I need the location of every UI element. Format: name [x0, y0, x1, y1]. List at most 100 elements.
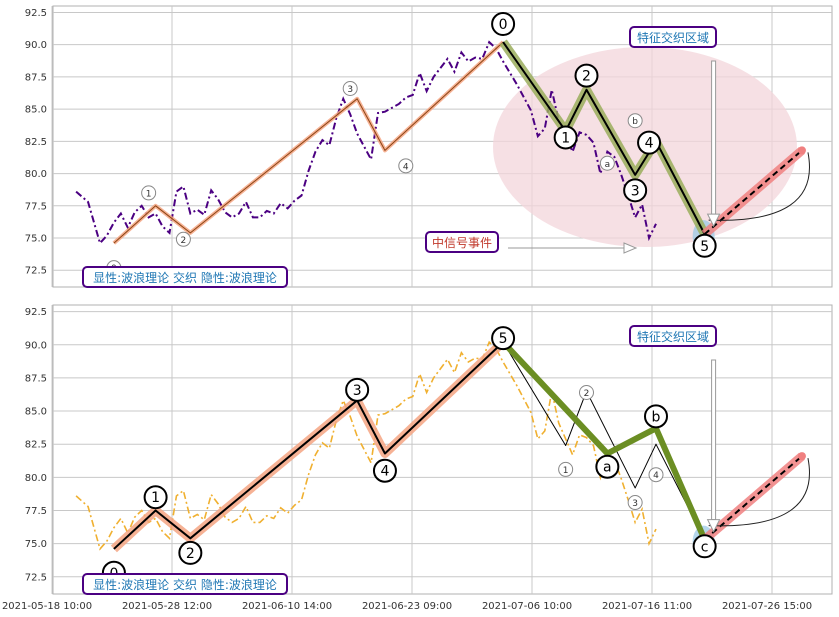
down-arrow-shaft [711, 359, 717, 521]
wave-label-small-circle [558, 461, 574, 477]
wave-line [502, 41, 706, 235]
wave-label-small-circle [599, 155, 615, 171]
wave-label-large-circle [637, 130, 662, 155]
y-tick-label: 85.0 [25, 407, 47, 418]
projection-endpoint [797, 146, 806, 155]
y-tick-label: 80.0 [25, 473, 47, 484]
wave-label-small-circle [342, 80, 358, 96]
wave-label-large: 5 [700, 239, 709, 255]
y-tick-label: 80.0 [25, 169, 47, 180]
wave-label-small: 1 [563, 466, 569, 476]
y-tick-label: 82.5 [25, 440, 47, 451]
wave-label-large: 4 [645, 136, 654, 152]
wave-label-large-circle [623, 178, 648, 203]
y-tick-label: 85.0 [25, 105, 47, 116]
wave-legend-label: 显性:波浪理论 交织 隐性:波浪理论 [93, 577, 277, 592]
down-arrow-shaft [711, 60, 717, 215]
price-series-line [75, 340, 657, 551]
wave-line [500, 340, 708, 541]
wave-legend-label: 显性:波浪理论 交织 隐性:波浪理论 [93, 270, 277, 285]
wave-label-large-circle [491, 12, 516, 37]
down-arrow-head [706, 213, 721, 228]
wave-label-small-circle [579, 384, 594, 400]
wave-label-large: 4 [380, 464, 389, 480]
wave-label-large-circle [595, 454, 620, 479]
wave-label-large-circle [372, 458, 397, 483]
wave-label-large: 2 [186, 546, 195, 562]
feature-zone-label: 特征交织区域 [637, 30, 709, 45]
wave-label-large: 3 [631, 183, 640, 199]
y-tick-label: 77.5 [25, 201, 47, 212]
wave-label-small: 3 [347, 85, 353, 95]
y-tick-label: 72.5 [25, 266, 47, 277]
y-tick-label: 90.0 [25, 40, 47, 51]
x-tick-label: 2021-05-28 12:00 [122, 601, 212, 612]
x-tick-label: 2021-06-23 09:00 [362, 601, 452, 612]
wave-legend-label-frame [82, 573, 288, 595]
wave-label-small-circle [175, 231, 191, 247]
wave-label-large-circle [692, 233, 717, 258]
y-tick-label: 92.5 [25, 307, 47, 318]
wave-label-small-circle [398, 158, 414, 174]
feature-zone-label-frame [629, 26, 717, 48]
wave-label-small: b [632, 117, 638, 127]
y-tick-label: 72.5 [25, 572, 47, 583]
event-label: 中信号事件 [432, 235, 492, 250]
event-label-frame [425, 231, 499, 253]
wave-label-large: 1 [561, 130, 570, 146]
y-tick-label: 75.0 [25, 539, 47, 550]
feature-zone-label-frame [629, 325, 717, 347]
wave-legend-label-frame [82, 266, 288, 288]
wave-label-large-circle [345, 377, 370, 402]
wave-label-large: 2 [582, 69, 591, 85]
x-tick-label: 2021-07-16 11:00 [602, 601, 692, 612]
wave-line [502, 341, 706, 540]
x-tick-label: 2021-07-06 10:00 [482, 601, 572, 612]
y-tick-label: 87.5 [25, 373, 47, 384]
y-tick-label: 82.5 [25, 137, 47, 148]
wave-label-large: 5 [499, 331, 508, 347]
wave-label-small-circle [648, 467, 664, 483]
x-tick-label: 2021-05-18 10:00 [2, 601, 92, 612]
wave-line [113, 41, 504, 244]
wave-label-small-circle [141, 185, 157, 201]
y-tick-label: 90.0 [25, 340, 47, 351]
wave-label-large: 1 [151, 490, 160, 506]
panel-bottom: 72.5 75.0 77.5 80.0 82.5 85.0 87.5 90.0 92.5 1 2 3 4… [2, 304, 833, 612]
wave-label-large-circle [178, 540, 203, 565]
wave-label-small: 4 [653, 471, 659, 481]
wave-label-small: 3 [632, 499, 638, 509]
feature-zone-label: 特征交织区域 [637, 329, 709, 344]
wave-label-large: c [701, 539, 709, 555]
wave-label-large-circle [692, 534, 717, 559]
wave-label-large: 3 [353, 383, 362, 399]
wave-label-large: b [652, 409, 661, 425]
projection-arc [708, 458, 810, 527]
y-tick-label: 92.5 [25, 8, 47, 19]
panel-top: 72.5 75.0 77.5 80.0 82.5 85.0 87.5 90.0 92.5 0 1 2 3… [25, 5, 833, 288]
wave-label-small: 2 [181, 236, 187, 246]
x-tick-label: 2021-07-26 15:00 [722, 601, 812, 612]
wave-label-small-circle [627, 495, 643, 511]
down-arrow-head [706, 519, 721, 533]
projection-endpoint [797, 452, 806, 461]
wave-label-small: a [605, 160, 611, 170]
wave-label-large-circle [143, 485, 168, 510]
wave-label-small-circle [627, 113, 643, 129]
projection-arc [708, 152, 810, 221]
y-tick-label: 75.0 [25, 234, 47, 245]
wave-label-small: 1 [146, 189, 152, 199]
wave-label-large-circle [574, 63, 599, 88]
y-tick-label: 77.5 [25, 506, 47, 517]
wave-label-large-circle [491, 326, 516, 351]
wave-label-large-circle [644, 404, 668, 429]
wave-label-small: 4 [403, 162, 409, 172]
y-tick-label: 87.5 [25, 72, 47, 83]
wave-label-large: 0 [499, 17, 508, 33]
wave-label-large: a [603, 460, 612, 476]
x-tick-label: 2021-06-10 14:00 [242, 601, 332, 612]
event-arrow-head [623, 242, 638, 254]
wave-line [113, 341, 504, 550]
